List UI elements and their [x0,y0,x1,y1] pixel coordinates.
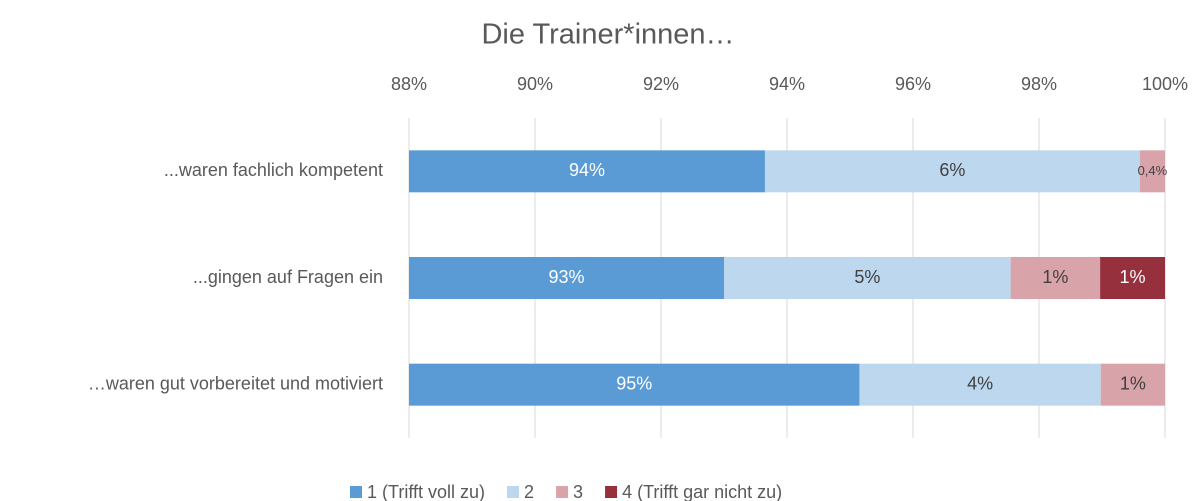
bar-segment [1100,257,1165,299]
y-tick-label: ...waren fachlich kompetent [164,160,383,180]
bar-segment [724,257,1011,299]
data-label: 1% [1120,373,1146,393]
x-tick-label: 96% [895,74,931,94]
y-tick-label: ...gingen auf Fragen ein [193,267,383,287]
bar-segment [1139,150,1165,193]
data-label: 95% [616,373,652,393]
legend-swatch [350,486,362,498]
legend-swatch [605,486,618,498]
data-label: 1% [1042,267,1068,287]
bar-segment [1100,363,1165,406]
bar-segment [409,150,765,193]
legend-label: 3 [573,482,583,501]
legend-swatch [507,486,520,498]
bar-segment [764,150,1140,193]
x-tick-label: 90% [517,74,553,94]
legend-label: 1 (Trifft voll zu) [367,482,485,501]
x-tick-label: 100% [1142,74,1188,94]
x-tick-label: 94% [769,74,805,94]
legend-swatch [556,486,569,498]
chart-title: Die Trainer*innen… [481,19,734,51]
bar-segment [859,363,1101,406]
bar-segment [1010,257,1101,299]
legend-label: 4 (Trifft gar nicht zu) [622,482,782,501]
data-label: 1% [1120,267,1146,287]
x-tick-label: 92% [643,74,679,94]
data-label: 6% [939,160,965,180]
data-label: 4% [967,373,993,393]
y-tick-label: …waren gut vorbereitet und motiviert [88,373,383,393]
data-label: 94% [569,160,605,180]
data-label: 0,4% [1138,163,1168,178]
data-label: 93% [548,267,584,287]
x-tick-label: 88% [391,74,427,94]
bar-segment [409,257,724,299]
x-tick-label: 98% [1021,74,1057,94]
bar-segment [409,363,860,406]
legend-label: 2 [524,482,534,501]
data-label: 5% [854,267,880,287]
bars [409,150,1165,406]
